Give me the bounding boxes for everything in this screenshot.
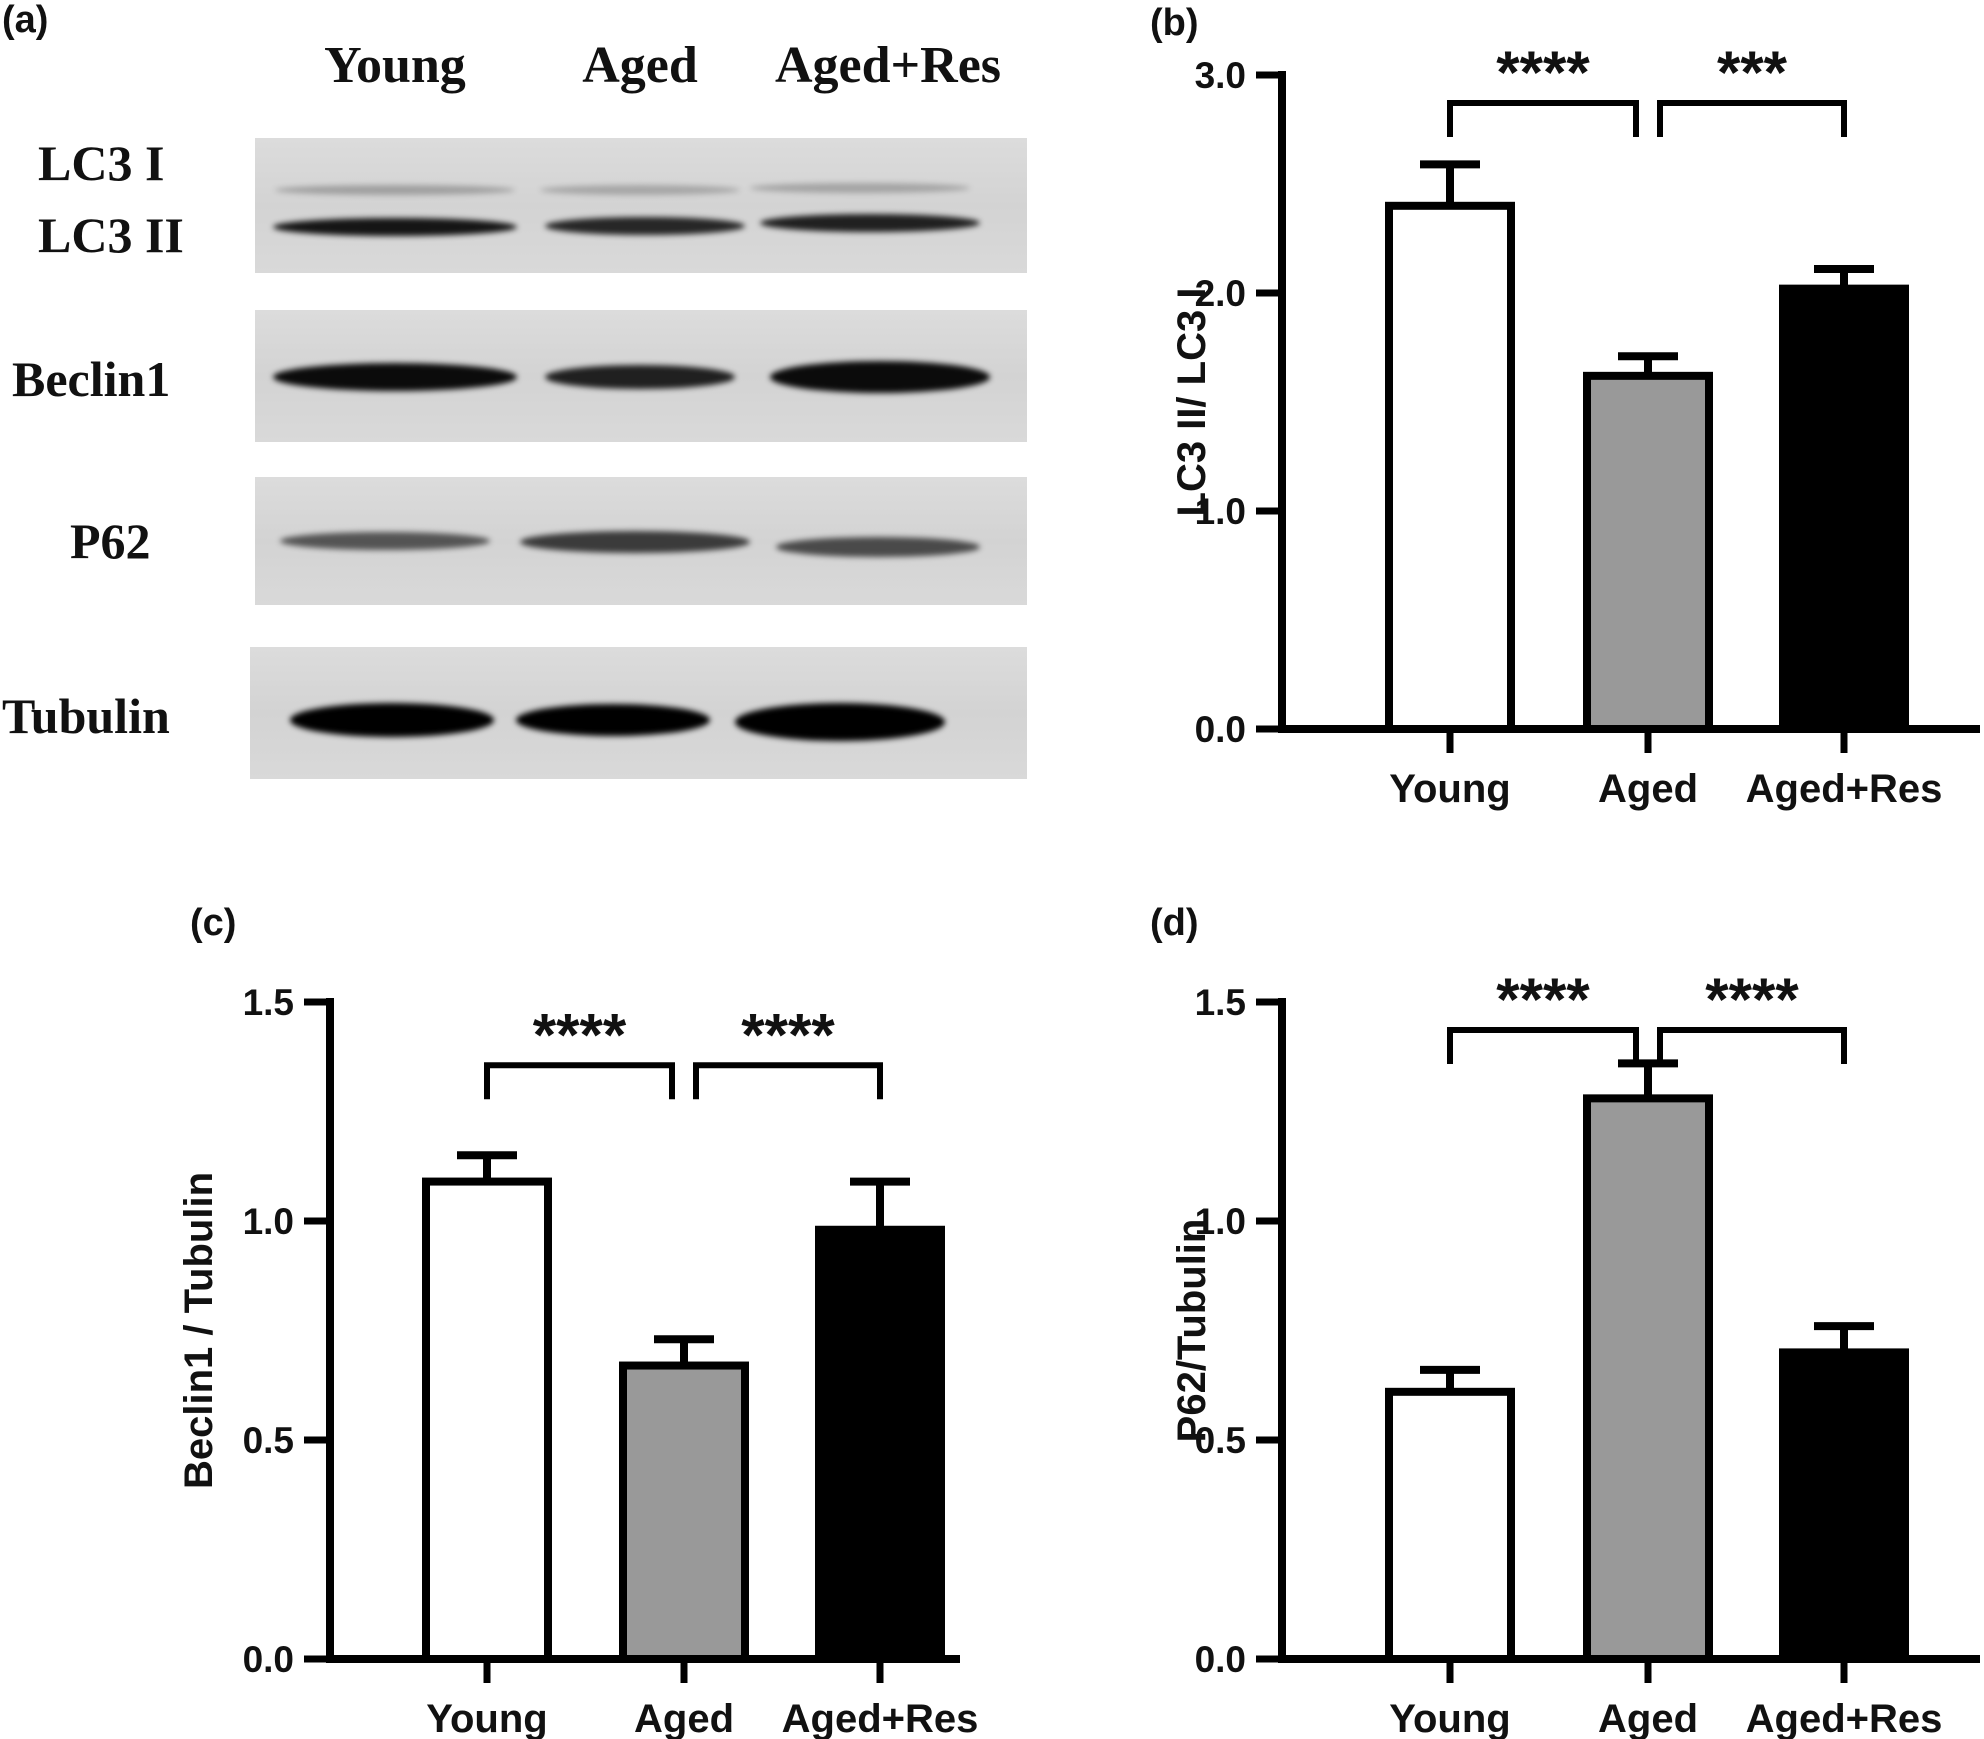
band-lc3-ii-young [273,218,517,236]
y-tick-label: 0.0 [1195,709,1246,750]
x-tick-label-aged: Aged [634,1697,734,1739]
band-p62-aged [520,531,750,553]
band-lc3-i-young [275,185,515,195]
band-lc3-ii-aged [545,217,745,235]
band-lc3-ii-aged-res [760,214,980,232]
significance-label: **** [533,1001,627,1068]
significance-label: **** [1496,966,1590,1033]
bar-aged-res [815,1225,945,1663]
panel-label-d: (d) [1150,902,1199,944]
blot-label-lc3-i: LC3 I [38,135,164,191]
y-tick-label: 1.5 [243,982,294,1023]
bar-aged [619,1361,749,1664]
bar-aged-res [1779,1348,1909,1664]
band-tubulin-young [290,703,494,737]
significance-bracket [1657,1027,1847,1064]
band-p62-aged-res [776,537,980,557]
lane-header-young: Young [324,37,466,94]
blot-lane-headers: Young Aged Aged+Res [324,37,1001,94]
x-tick-label-young: Young [1389,1697,1510,1739]
y-tick-label: 1.5 [1195,982,1246,1023]
y-tick-label: 0.0 [243,1639,294,1680]
chart-panel-c: (c) 0.0 0.5 1.0 1.5 Young Aged Aged+Res Beclin1 … [177,902,978,1739]
band-beclin1-aged [545,365,735,389]
bar-young [1385,201,1515,734]
band-tubulin-aged-res [735,703,945,741]
y-tick-label: 1.0 [243,1201,294,1242]
significance-label: **** [1705,966,1799,1033]
band-lc3-i-aged-res [750,183,970,193]
band-beclin1-young [273,363,517,391]
bar-aged-res [1779,284,1909,733]
y-axis-title: Beclin1 / Tubulin [177,1172,221,1489]
y-axis-title: P62/Tubulin [1170,1219,1214,1443]
lane-header-aged-res: Aged+Res [775,37,1001,94]
blot-label-tubulin: Tubulin [2,688,170,744]
significance-bracket [693,1062,883,1100]
significance-label: *** [1717,39,1788,106]
band-p62-young [280,532,490,550]
y-tick-label: 2.0 [1195,273,1246,314]
y-tick-label: 3.0 [1195,55,1246,96]
chart-panel-b: (b) 0.0 1.0 2.0 3.0 Young Aged Aged+Res LC3 II/ … [1150,2,1980,811]
bar-aged [1583,371,1713,733]
y-tick-label: 1.0 [1195,491,1246,532]
panel-label-c: (c) [190,902,236,944]
significance-bracket [1447,100,1639,137]
x-tick-label-aged-res: Aged+Res [1746,1697,1943,1739]
significance-label: **** [741,1001,835,1068]
x-tick-label-aged: Aged [1598,1697,1698,1739]
y-tick-label: 0.0 [1195,1639,1246,1680]
blot-label-beclin1: Beclin1 [12,351,170,407]
x-tick-label-aged-res: Aged+Res [782,1697,979,1739]
panel-label-b: (b) [1150,2,1199,44]
blot-strip-lc3 [255,138,1027,273]
x-tick-label-aged-res: Aged+Res [1746,767,1943,811]
significance-bracket [1657,100,1847,137]
significance-label: **** [1496,39,1590,106]
blot-panel: (a) Young Aged Aged+Res LC3 I LC3 II Bec… [2,0,1027,779]
x-tick-label-aged: Aged [1598,767,1698,811]
band-beclin1-aged-res [770,361,990,393]
band-tubulin-aged [516,704,710,736]
y-tick-label: 0.5 [1195,1420,1246,1461]
bar-young [1385,1387,1515,1663]
blot-label-p62: P62 [70,513,151,569]
y-tick-label: 0.5 [243,1420,294,1461]
x-tick-label-young: Young [1389,767,1510,811]
panel-label-a: (a) [2,0,48,41]
significance-bracket [484,1062,675,1100]
bar-aged [1583,1094,1713,1663]
y-tick-label: 1.0 [1195,1201,1246,1242]
y-axis-title: LC3 II/ LC3 I [1170,288,1214,517]
blot-label-lc3-ii: LC3 II [38,207,184,263]
significance-bracket [1447,1027,1639,1064]
x-tick-label-young: Young [426,1697,547,1739]
band-lc3-i-aged [540,185,740,195]
bar-young [422,1177,552,1663]
lane-header-aged: Aged [582,37,698,94]
chart-panel-d: (d) 0.0 0.5 1.0 1.5 Young Aged Aged+Res P62/Tubu… [1150,902,1980,1739]
